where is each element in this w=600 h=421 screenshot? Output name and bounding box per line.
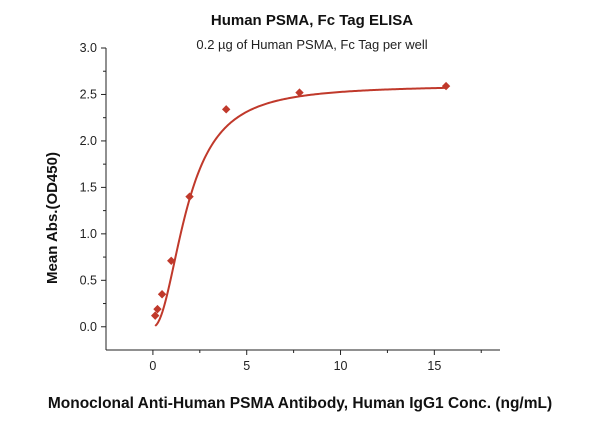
y-tick-label: 1.0: [80, 227, 97, 241]
data-point: [185, 192, 194, 201]
data-point: [167, 256, 176, 265]
y-tick-label: 2.5: [80, 87, 97, 101]
y-axis-label: Mean Abs.(OD450): [44, 152, 61, 284]
fit-curve: [154, 86, 447, 327]
x-tick-label: 0: [149, 359, 156, 373]
data-point: [150, 311, 160, 320]
data-point: [153, 304, 162, 314]
y-tick-label: 0.0: [80, 320, 97, 334]
x-axis-ticks: 0 5 10 15: [149, 350, 482, 373]
x-tick-label: 15: [427, 359, 441, 373]
y-tick-label: 0.5: [80, 273, 97, 287]
data-point: [441, 81, 451, 91]
x-axis-label: Monoclonal Anti-Human PSMA Antibody, Hum…: [48, 395, 552, 412]
data-point: [221, 105, 231, 114]
y-tick-label: 1.5: [80, 180, 97, 194]
y-tick-label: 2.0: [80, 134, 97, 148]
x-tick-label: 5: [243, 359, 250, 373]
data-point: [157, 290, 167, 299]
chart-title: Human PSMA, Fc Tag ELISA: [211, 12, 413, 29]
y-axis-ticks: 0.0 0.5 1.0 1.5 2.0 2.5 3.0: [80, 41, 106, 334]
x-tick-label: 10: [334, 359, 348, 373]
data-point: [295, 88, 304, 97]
y-tick-label: 3.0: [80, 41, 97, 55]
data-points: [150, 81, 451, 320]
chart-subtitle: 0.2 µg of Human PSMA, Fc Tag per well: [196, 37, 427, 52]
